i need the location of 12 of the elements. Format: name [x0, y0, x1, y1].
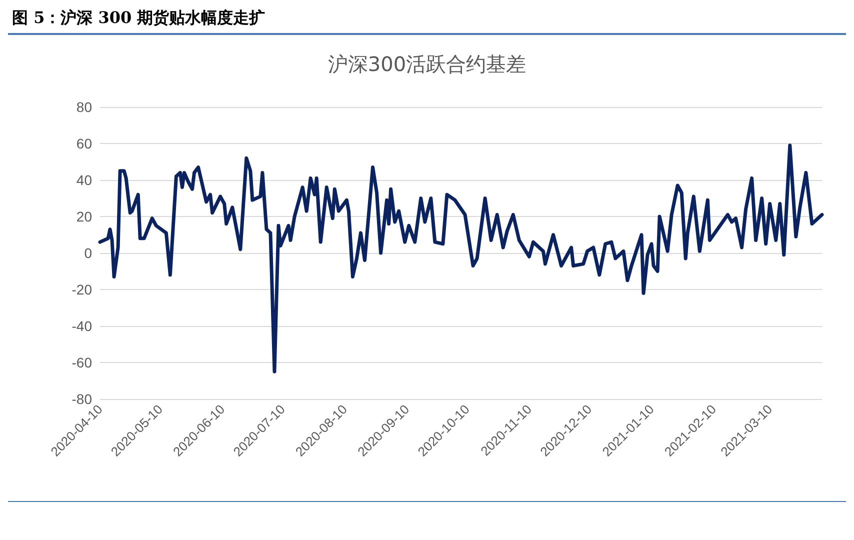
y-tick-label: 40 — [76, 172, 92, 188]
y-tick-label: -60 — [72, 354, 92, 370]
y-tick-label: 80 — [76, 99, 92, 115]
y-tick-label: 20 — [76, 208, 92, 224]
chart-subtitle: 沪深300活跃合约基差 — [328, 52, 526, 76]
y-tick-label: -20 — [72, 282, 92, 298]
y-tick-label: 60 — [76, 136, 92, 152]
y-tick-label: 0 — [84, 245, 92, 261]
y-tick-label: -40 — [72, 318, 92, 334]
line-series — [98, 144, 824, 374]
chart-title: 图 5：沪深 300 期货贴水幅度走扩 — [8, 8, 846, 35]
y-tick-label: -80 — [72, 391, 92, 407]
